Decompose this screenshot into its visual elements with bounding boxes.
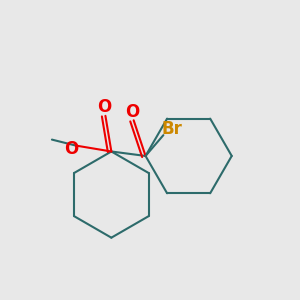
Text: O: O <box>64 140 78 158</box>
Text: Br: Br <box>162 120 183 138</box>
Text: O: O <box>125 103 139 121</box>
Text: O: O <box>97 98 111 116</box>
